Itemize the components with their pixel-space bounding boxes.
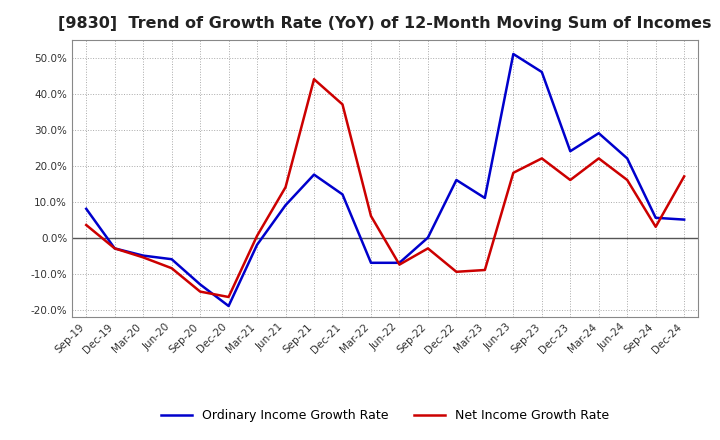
Net Income Growth Rate [423,246,432,251]
Net Income Growth Rate [253,233,261,238]
Ordinary Income Growth Rate [253,242,261,247]
Net Income Growth Rate [452,269,461,275]
Ordinary Income Growth Rate [480,195,489,201]
Net Income Growth Rate [310,77,318,82]
Ordinary Income Growth Rate [225,303,233,308]
Net Income Growth Rate [395,262,404,267]
Net Income Growth Rate [623,177,631,183]
Net Income Growth Rate [537,156,546,161]
Net Income Growth Rate [196,289,204,294]
Net Income Growth Rate [595,156,603,161]
Net Income Growth Rate [652,224,660,229]
Ordinary Income Growth Rate [82,206,91,212]
Ordinary Income Growth Rate [395,260,404,265]
Ordinary Income Growth Rate [423,235,432,240]
Ordinary Income Growth Rate [139,253,148,258]
Net Income Growth Rate [139,255,148,260]
Ordinary Income Growth Rate [537,70,546,75]
Line: Net Income Growth Rate: Net Income Growth Rate [86,79,684,297]
Net Income Growth Rate [509,170,518,176]
Ordinary Income Growth Rate [452,177,461,183]
Legend: Ordinary Income Growth Rate, Net Income Growth Rate: Ordinary Income Growth Rate, Net Income … [156,404,614,427]
Net Income Growth Rate [338,102,347,107]
Net Income Growth Rate [680,174,688,179]
Net Income Growth Rate [82,222,91,227]
Net Income Growth Rate [366,213,375,219]
Ordinary Income Growth Rate [196,282,204,287]
Ordinary Income Growth Rate [310,172,318,177]
Ordinary Income Growth Rate [595,131,603,136]
Ordinary Income Growth Rate [167,257,176,262]
Ordinary Income Growth Rate [282,202,290,208]
Net Income Growth Rate [225,294,233,300]
Net Income Growth Rate [282,184,290,190]
Net Income Growth Rate [480,268,489,273]
Net Income Growth Rate [110,246,119,251]
Ordinary Income Growth Rate [652,215,660,220]
Net Income Growth Rate [566,177,575,183]
Ordinary Income Growth Rate [366,260,375,265]
Net Income Growth Rate [167,266,176,271]
Ordinary Income Growth Rate [566,149,575,154]
Ordinary Income Growth Rate [509,51,518,57]
Ordinary Income Growth Rate [338,192,347,197]
Ordinary Income Growth Rate [623,156,631,161]
Ordinary Income Growth Rate [680,217,688,222]
Line: Ordinary Income Growth Rate: Ordinary Income Growth Rate [86,54,684,306]
Ordinary Income Growth Rate [110,246,119,251]
Title: [9830]  Trend of Growth Rate (YoY) of 12-Month Moving Sum of Incomes: [9830] Trend of Growth Rate (YoY) of 12-… [58,16,712,32]
